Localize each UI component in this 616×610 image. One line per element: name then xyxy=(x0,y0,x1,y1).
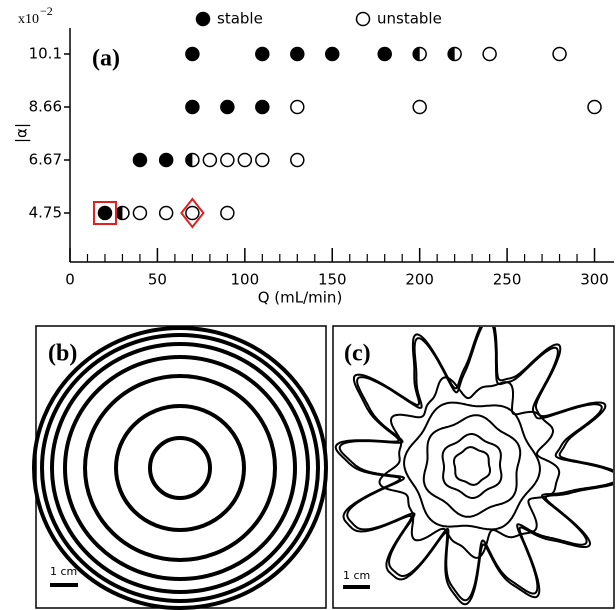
y-multiplier: x10 xyxy=(18,12,39,27)
ring xyxy=(40,333,320,603)
point xyxy=(325,46,340,62)
point xyxy=(255,152,270,168)
point xyxy=(290,46,305,62)
x-axis-label: Q (mL/min) xyxy=(258,289,343,307)
point-half xyxy=(185,153,193,167)
point xyxy=(158,205,174,221)
point xyxy=(220,205,235,221)
y-tick-label: 4.75 xyxy=(29,204,62,222)
point xyxy=(447,46,462,62)
point xyxy=(355,11,371,27)
point xyxy=(220,99,235,115)
ring xyxy=(114,404,246,532)
point xyxy=(552,46,567,62)
point xyxy=(220,152,235,168)
point xyxy=(158,152,174,168)
ring xyxy=(50,342,310,594)
point xyxy=(185,99,200,115)
ring xyxy=(148,436,212,500)
point xyxy=(412,46,427,62)
ring xyxy=(453,446,491,486)
panel-label: (a) xyxy=(92,46,120,72)
point xyxy=(115,205,130,221)
point xyxy=(132,152,148,168)
ring xyxy=(83,374,277,562)
y-multiplier-exp: −2 xyxy=(40,4,53,18)
panel-c-frame xyxy=(332,325,615,609)
point xyxy=(132,205,148,221)
finger-front xyxy=(334,327,613,606)
point xyxy=(255,46,270,62)
x-tick-label: 300 xyxy=(580,271,609,289)
finger-front xyxy=(338,327,613,602)
radial-rings xyxy=(32,326,328,610)
y-axis-label: |α| xyxy=(13,123,31,143)
panel-label: (b) xyxy=(48,341,77,367)
x-tick-label: 100 xyxy=(231,271,260,289)
point xyxy=(290,152,305,168)
x-tick-label: 250 xyxy=(493,271,522,289)
legend-label: stable xyxy=(217,10,263,28)
point xyxy=(377,46,392,62)
highlight-square xyxy=(92,201,117,225)
point xyxy=(587,99,602,115)
ring xyxy=(403,401,541,531)
finger-front xyxy=(378,376,561,559)
x-tick-label: 0 xyxy=(65,271,75,289)
highlight-diamond xyxy=(180,197,205,229)
x-tick-label: 200 xyxy=(405,271,434,289)
ring xyxy=(63,355,297,581)
scale-label: 1 cm xyxy=(343,569,370,582)
ring xyxy=(441,433,503,499)
point xyxy=(412,99,427,115)
ring xyxy=(422,414,522,518)
y-tick-label: 10.1 xyxy=(29,45,62,63)
x-tick-label: 50 xyxy=(148,271,167,289)
y-tick-label: 8.66 xyxy=(29,98,62,116)
point-half xyxy=(115,206,123,220)
legend-label: unstable xyxy=(377,10,442,28)
point xyxy=(195,11,211,27)
point-half xyxy=(448,47,455,61)
point xyxy=(290,99,305,115)
point xyxy=(482,46,497,62)
point xyxy=(97,205,113,221)
point xyxy=(255,99,270,115)
ring xyxy=(32,326,328,610)
scale-label: 1 cm xyxy=(50,565,77,578)
y-tick-label: 6.67 xyxy=(29,151,62,169)
panel-label: (c) xyxy=(344,341,371,367)
point xyxy=(202,152,218,168)
point xyxy=(185,205,200,221)
point xyxy=(185,152,200,168)
fingering-pattern xyxy=(334,327,613,606)
point xyxy=(237,152,253,168)
point-half xyxy=(413,47,420,61)
point xyxy=(185,46,200,62)
x-tick-label: 150 xyxy=(318,271,347,289)
